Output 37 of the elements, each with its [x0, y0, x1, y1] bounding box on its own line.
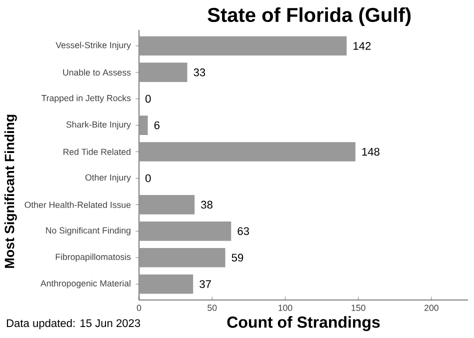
- data-label: 59: [232, 254, 244, 262]
- bar: [139, 221, 232, 241]
- bar: [139, 62, 188, 82]
- y-tick-label: Trapped in Jetty Rocks: [41, 94, 131, 103]
- bar: [139, 248, 226, 268]
- x-tick-label: 200: [424, 304, 438, 311]
- y-tick-label: Unable to Assess: [63, 69, 131, 76]
- data-label: 38: [201, 200, 212, 209]
- text: Data updated: 15 Jun 2023: [6, 318, 140, 330]
- data-label: 0: [145, 94, 151, 103]
- bar: [139, 195, 195, 214]
- x-tick-label: 150: [352, 304, 366, 311]
- x-tick-label: 50: [208, 304, 217, 311]
- data-label: 0: [145, 174, 151, 182]
- y-tick-label: Fibropapillomatosis: [56, 254, 131, 262]
- x-tick-label: 0: [136, 304, 142, 311]
- bar: [139, 274, 194, 294]
- y-tick-label: Anthropogenic Material: [40, 280, 130, 288]
- data-label: 142: [354, 42, 371, 50]
- data-label: 33: [194, 68, 206, 76]
- data-label: 148: [362, 148, 380, 156]
- y-axis-title: Most Significant Finding: [4, 114, 17, 268]
- y-tick-label: Other Injury: [85, 174, 131, 182]
- data-label: 63: [238, 227, 249, 236]
- x-axis-title: Count of Strandings: [227, 316, 380, 332]
- chart-title: State of Florida (Gulf): [208, 7, 411, 26]
- y-tick-label: No Significant Finding: [46, 227, 130, 236]
- y-tick-label: Vessel-Strike Injury: [56, 42, 131, 50]
- y-tick-label: Red Tide Related: [64, 148, 130, 155]
- bar: [139, 36, 347, 56]
- y-tick-label: Other Health-Related Issue: [24, 201, 131, 208]
- bar: [139, 142, 356, 162]
- x-tick-label: 100: [278, 304, 292, 311]
- y-tick-label: Shark-Bite Injury: [66, 121, 131, 130]
- bar: [139, 116, 148, 135]
- data-label: 37: [200, 280, 211, 288]
- data-label: 6: [154, 121, 160, 130]
